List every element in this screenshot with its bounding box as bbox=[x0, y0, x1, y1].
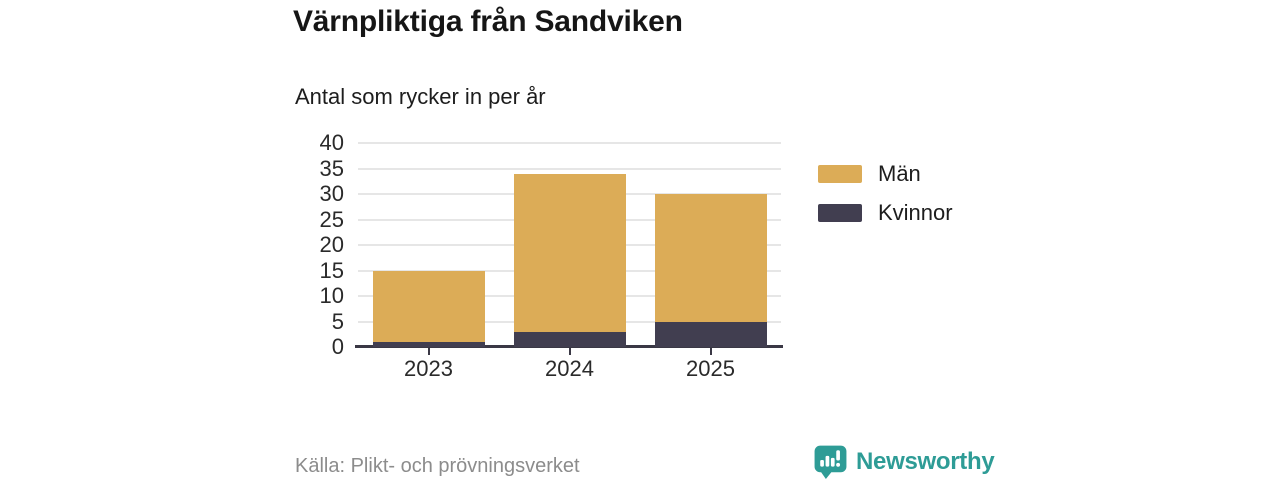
legend-item-kvinnor: Kvinnor bbox=[818, 200, 953, 226]
x-axis-tick-label-2023: 2023 bbox=[404, 356, 453, 381]
y-axis-tick-label: 30 bbox=[319, 181, 344, 206]
bar-segment-man-2023 bbox=[372, 270, 485, 342]
brand-logo: Newsworthy bbox=[812, 443, 995, 480]
legend-item-mn: Män bbox=[818, 161, 953, 187]
bar-segment-kvinnor-2025 bbox=[654, 321, 767, 347]
bar-segment-man-2025 bbox=[654, 194, 767, 322]
y-axis-tick-label: 25 bbox=[319, 206, 344, 232]
x-axis-tick-2025 bbox=[709, 348, 712, 355]
x-axis-tick-2024 bbox=[568, 348, 571, 355]
x-axis-tick-label-2025: 2025 bbox=[686, 356, 735, 381]
y-axis-tick-label: 40 bbox=[319, 130, 344, 155]
legend-swatch bbox=[818, 165, 862, 183]
bar-segment-man-2024 bbox=[513, 173, 626, 332]
newsworthy-icon bbox=[814, 445, 847, 479]
chart-title: Värnpliktiga från Sandviken bbox=[293, 5, 683, 38]
source-caption: Källa: Plikt- och prövningsverket bbox=[295, 455, 580, 477]
y-axis-tick-label: 10 bbox=[319, 283, 344, 308]
brand-name: Newsworthy bbox=[856, 447, 995, 475]
legend-swatch bbox=[818, 204, 862, 222]
bar-segment-kvinnor-2024 bbox=[513, 331, 626, 347]
y-axis-tick-label: 0 bbox=[331, 334, 344, 359]
legend-label: Män bbox=[878, 161, 921, 186]
legend: Män Kvinnor bbox=[818, 161, 953, 239]
x-axis-tick-label-2024: 2024 bbox=[545, 356, 594, 381]
y-axis-tick-label: 5 bbox=[331, 308, 344, 334]
legend-label: Kvinnor bbox=[878, 200, 953, 225]
y-axis-tick-label: 15 bbox=[319, 257, 344, 283]
y-axis-tick-label: 20 bbox=[319, 232, 344, 257]
y-axis-tick-label: 35 bbox=[319, 155, 344, 181]
bar-segment-kvinnor-2023 bbox=[372, 341, 485, 347]
x-axis-tick-2023 bbox=[427, 348, 430, 355]
gridline-y40 bbox=[358, 142, 781, 144]
gridline-y35 bbox=[358, 167, 781, 170]
chart-subtitle: Antal som rycker in per år bbox=[295, 84, 546, 109]
